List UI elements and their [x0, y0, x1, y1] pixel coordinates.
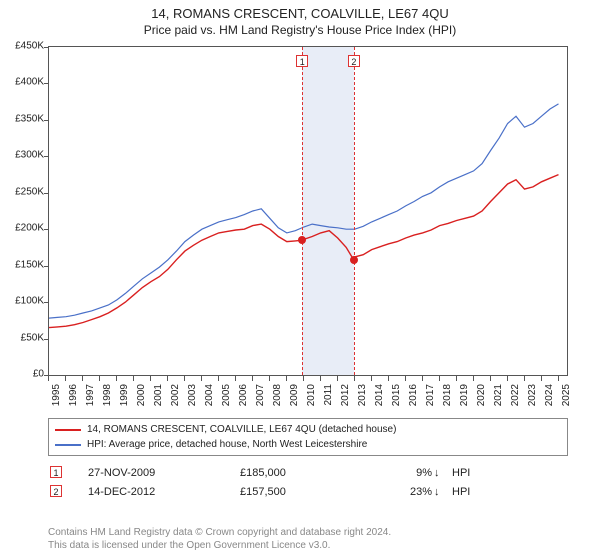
x-tick-label: 2012 [340, 384, 351, 406]
x-tick-label: 2018 [442, 384, 453, 406]
x-tick-label: 2024 [544, 384, 555, 406]
x-tick-label: 2000 [136, 384, 147, 406]
footer: Contains HM Land Registry data © Crown c… [48, 526, 568, 552]
y-tick-label: £150K [15, 259, 44, 270]
event-marker-icon: 2 [50, 485, 62, 497]
sale-point [350, 256, 358, 264]
y-tick-label: £300K [15, 150, 44, 161]
legend-row: HPI: Average price, detached house, Nort… [55, 437, 561, 452]
x-tick-label: 2001 [153, 384, 164, 406]
event-hpi-label: HPI [452, 483, 470, 500]
chart-title: 14, ROMANS CRESCENT, COALVILLE, LE67 4QU [0, 0, 600, 21]
y-tick-label: £100K [15, 296, 44, 307]
event-hpi-label: HPI [452, 464, 470, 481]
x-tick-label: 2023 [527, 384, 538, 406]
x-tick-label: 2017 [425, 384, 436, 406]
x-tick-label: 2016 [408, 384, 419, 406]
y-tick-label: £50K [21, 332, 44, 343]
event-price: £157,500 [240, 483, 360, 500]
x-tick-label: 1999 [119, 384, 130, 406]
x-tick-label: 2011 [323, 384, 334, 406]
events-table-inner: 1 27-NOV-2009£185,0009%↓HPI 2 14-DEC-2012£1… [48, 462, 472, 502]
legend-label: 14, ROMANS CRESCENT, COALVILLE, LE67 4QU… [87, 422, 396, 437]
x-tick-label: 1996 [68, 384, 79, 406]
legend: 14, ROMANS CRESCENT, COALVILLE, LE67 4QU… [48, 418, 568, 456]
event-line [354, 47, 355, 375]
y-tick-label: £200K [15, 223, 44, 234]
x-tick-label: 2005 [221, 384, 232, 406]
event-pct: 23% [362, 483, 432, 500]
x-tick-label: 2022 [510, 384, 521, 406]
event-row: 2 14-DEC-2012£157,50023%↓HPI [50, 483, 470, 500]
x-tick-label: 2021 [493, 384, 504, 406]
chart-lines [49, 47, 567, 375]
event-pct: 9% [362, 464, 432, 481]
events-table: 1 27-NOV-2009£185,0009%↓HPI 2 14-DEC-2012£1… [48, 462, 568, 502]
legend-row: 14, ROMANS CRESCENT, COALVILLE, LE67 4QU… [55, 422, 561, 437]
arrow-down-icon: ↓ [434, 483, 450, 500]
x-tick-label: 2002 [170, 384, 181, 406]
event-marker-icon: 1 [50, 466, 62, 478]
y-tick-label: £250K [15, 186, 44, 197]
legend-swatch [55, 429, 81, 431]
event-price: £185,000 [240, 464, 360, 481]
y-axis: £0£50K£100K£150K£200K£250K£300K£350K£400… [0, 46, 48, 376]
sale-point [298, 236, 306, 244]
footer-line: This data is licensed under the Open Gov… [48, 539, 568, 552]
y-tick-label: £400K [15, 77, 44, 88]
event-marker: 2 [348, 55, 360, 67]
y-tick-label: £450K [15, 41, 44, 52]
y-tick-label: £0 [33, 369, 44, 380]
x-tick-label: 2014 [374, 384, 385, 406]
x-tick-label: 2006 [238, 384, 249, 406]
footer-line: Contains HM Land Registry data © Crown c… [48, 526, 568, 539]
x-tick-label: 1998 [102, 384, 113, 406]
x-tick-label: 2020 [476, 384, 487, 406]
x-tick-label: 2008 [272, 384, 283, 406]
x-tick-label: 2010 [306, 384, 317, 406]
legend-label: HPI: Average price, detached house, Nort… [87, 437, 367, 452]
x-tick-label: 2013 [357, 384, 368, 406]
event-row: 1 27-NOV-2009£185,0009%↓HPI [50, 464, 470, 481]
arrow-down-icon: ↓ [434, 464, 450, 481]
legend-box: 14, ROMANS CRESCENT, COALVILLE, LE67 4QU… [48, 418, 568, 456]
event-marker: 1 [296, 55, 308, 67]
event-date: 14-DEC-2012 [88, 483, 238, 500]
x-tick-label: 2009 [289, 384, 300, 406]
plot-area: 12 [48, 46, 568, 376]
x-tick-label: 1997 [85, 384, 96, 406]
event-date: 27-NOV-2009 [88, 464, 238, 481]
x-tick-label: 2019 [459, 384, 470, 406]
y-tick-label: £350K [15, 113, 44, 124]
legend-swatch [55, 444, 81, 446]
x-tick-label: 2007 [255, 384, 266, 406]
x-tick-label: 2003 [187, 384, 198, 406]
x-axis: 1995 1996 1997 1998 1999 2000 2001 2002 2003 2004… [48, 376, 568, 418]
event-line [302, 47, 303, 375]
chart-subtitle: Price paid vs. HM Land Registry's House … [0, 21, 600, 41]
x-tick-label: 1995 [51, 384, 62, 406]
x-tick-label: 2025 [561, 384, 572, 406]
series-line [49, 175, 559, 328]
x-tick-label: 2015 [391, 384, 402, 406]
x-tick-label: 2004 [204, 384, 215, 406]
